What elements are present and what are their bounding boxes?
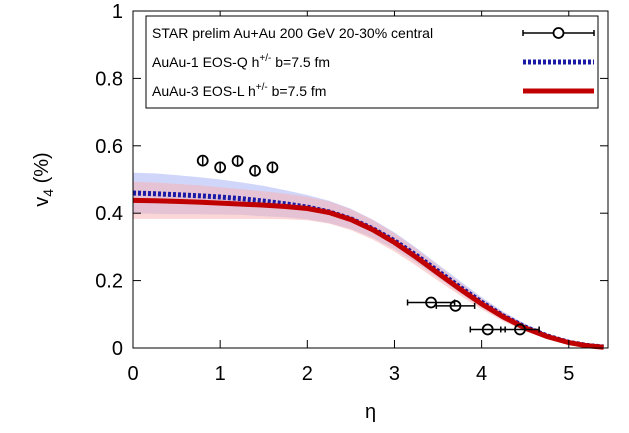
y-tick-label: 0.2: [95, 271, 123, 293]
data-marker: [266, 161, 279, 174]
y-tick-label: 0.4: [95, 203, 123, 225]
legend-label: STAR prelim Au+Au 200 GeV 20-30% central: [152, 25, 433, 41]
curve-eos-q: [132, 190, 604, 350]
x-tick-label: 5: [563, 363, 574, 385]
y-tick-label: 0.6: [95, 136, 123, 158]
legend-swatch-marker: [552, 27, 565, 39]
data-point-7: [469, 323, 506, 336]
y-tick-label: 1: [112, 1, 123, 23]
x-axis-label: η: [365, 401, 376, 423]
data-marker: [449, 299, 462, 312]
data-point-3: [249, 164, 261, 177]
legend-entry-2: AuAu-3 EOS-L h+/- b=7.5 fm: [152, 82, 594, 99]
legend-label: AuAu-1 EOS-Q h+/- b=7.5 fm: [152, 53, 330, 70]
data-point-8: [500, 323, 540, 336]
data-marker: [214, 161, 227, 174]
x-tick-label: 0: [127, 363, 138, 385]
y-tick-label: 0.8: [95, 68, 123, 90]
data-point-0: [196, 154, 209, 167]
x-tick-label: 2: [302, 363, 313, 385]
legend-label: AuAu-3 EOS-L h+/- b=7.5 fm: [152, 82, 326, 99]
data-marker: [514, 323, 526, 336]
x-tick-labels: 0 1 2 3 4 5: [127, 363, 574, 385]
curve-eos-l: [132, 197, 604, 350]
plot-frame: [132, 10, 609, 349]
data-marker: [249, 164, 261, 177]
x-tick-label: 1: [215, 363, 226, 385]
y-tick-label: 0: [112, 338, 123, 360]
legend-entry-0: STAR prelim Au+Au 200 GeV 20-30% central: [152, 25, 595, 41]
data-point-6: [435, 299, 476, 312]
data-point-2: [231, 155, 244, 167]
uncertainty-bands: [133, 172, 604, 348]
data-point-4: [266, 161, 279, 174]
y-axis-label-subscript: 4: [40, 189, 56, 197]
data-marker: [425, 296, 437, 309]
y-axis-label-unit: (%): [31, 152, 53, 189]
y-axis-label: v4 (%): [31, 152, 56, 206]
model-curves: [132, 190, 604, 350]
data-marker: [481, 323, 494, 336]
legend: STAR prelim Au+Au 200 GeV 20-30% central…: [145, 15, 599, 109]
data-point-1: [214, 161, 227, 174]
x-tick-label: 4: [476, 363, 487, 385]
y-tick-labels: 0 0.2 0.4 0.6 0.8 1: [95, 1, 123, 360]
x-tick-label: 3: [389, 363, 400, 385]
band-series-1: [133, 181, 604, 348]
legend-entry-1: AuAu-1 EOS-Q h+/- b=7.5 fm: [152, 53, 594, 70]
data-marker: [196, 154, 209, 167]
data-marker: [231, 155, 244, 167]
y-axis-label-main: v: [31, 197, 53, 207]
data-points: [196, 154, 540, 336]
